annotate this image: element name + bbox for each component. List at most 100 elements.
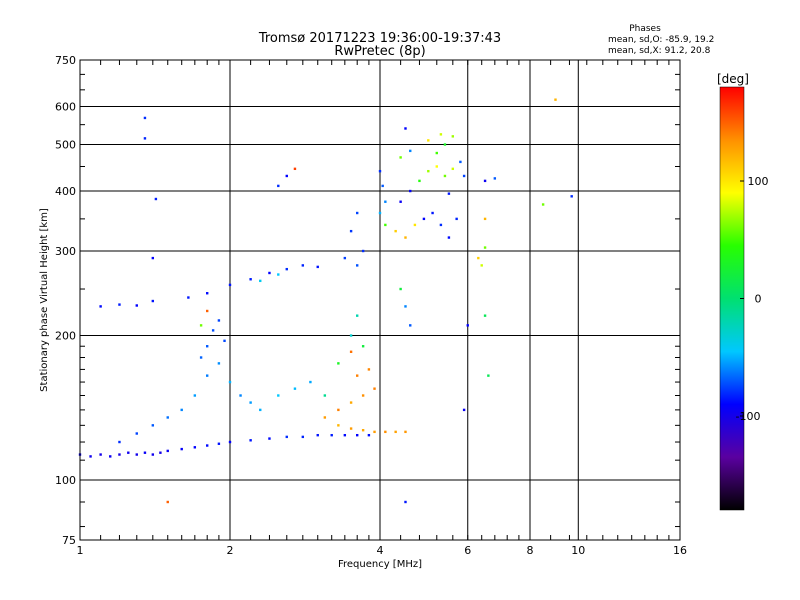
scatter-point	[223, 339, 226, 343]
scatter-point	[394, 229, 397, 233]
scatter-point	[480, 264, 483, 267]
scatter-point	[404, 500, 407, 504]
scatter-point	[409, 324, 412, 327]
plot-frame	[79, 59, 681, 541]
scatter-point	[355, 433, 359, 437]
scatter-point	[343, 256, 347, 260]
scatter-point	[349, 350, 353, 353]
scatter-point	[166, 416, 169, 419]
scatter-point	[323, 394, 327, 397]
x-tick-label: 6	[464, 544, 471, 557]
scatter-point	[228, 380, 232, 384]
scatter-point	[343, 433, 347, 437]
scatter-point	[435, 151, 438, 155]
scatter-point	[239, 394, 242, 397]
colorbar-ticks: 100 0 -100	[736, 175, 769, 423]
scatter-point	[355, 314, 359, 317]
scatter-point	[487, 374, 490, 377]
scatter-point	[404, 305, 407, 308]
colorbar-label: [deg]	[717, 72, 749, 86]
scatter-point	[249, 401, 252, 404]
scatter-point	[373, 430, 376, 434]
y-tick-label: 750	[55, 54, 76, 67]
scatter-point	[349, 401, 353, 404]
scatter-point	[384, 430, 387, 434]
x-tick-label: 16	[673, 544, 687, 557]
scatter-point	[459, 160, 462, 164]
scatter-point	[337, 408, 340, 412]
scatter-point	[570, 195, 573, 198]
scatter-point	[285, 435, 288, 439]
scatter-point	[439, 223, 443, 227]
scatter-point	[268, 271, 271, 275]
scatter-point	[205, 444, 209, 447]
scatter-point	[143, 137, 147, 140]
y-tick-label: 100	[55, 474, 76, 487]
y-tick-labels: 75 100 200 300 400 500 600 750	[55, 54, 76, 547]
scatter-point	[99, 453, 102, 456]
scatter-point	[422, 217, 426, 221]
scatter-point	[483, 179, 487, 183]
y-tick-label: 75	[62, 534, 76, 547]
stats-line-o: mean, sd,O: -85.9, 19.2	[608, 35, 714, 45]
scatter-point	[418, 179, 421, 183]
scatter-point	[447, 236, 451, 239]
colorbar-tick-label: 100	[748, 175, 769, 188]
scatter-point	[451, 135, 455, 138]
colorbar-tick-label: -100	[736, 410, 761, 423]
scatter-point	[361, 394, 365, 397]
scatter-point	[431, 211, 434, 215]
scatter-point	[399, 200, 402, 203]
scatter-point	[337, 362, 340, 365]
scatter-point	[301, 435, 305, 439]
axis-ticks	[80, 60, 680, 540]
grid-lines	[80, 60, 680, 540]
scatter-point	[316, 433, 319, 437]
scatter-point	[99, 305, 102, 308]
scatter-point	[349, 229, 353, 233]
scatter-point	[268, 437, 271, 440]
x-axis-label: Frequency [MHz]	[338, 559, 422, 570]
scatter-point	[404, 236, 407, 239]
scatter-point	[399, 287, 402, 291]
x-tick-label: 2	[227, 544, 234, 557]
scatter-point	[277, 394, 280, 397]
scatter-point	[109, 455, 112, 458]
scatter-point	[143, 451, 147, 454]
scatter-point	[367, 433, 371, 437]
scatter-point	[483, 314, 487, 317]
scatter-point	[118, 440, 121, 444]
scatter-point	[493, 177, 497, 180]
scatter-point	[443, 174, 447, 178]
scatter-point	[118, 303, 121, 306]
scatter-point	[455, 217, 458, 221]
scatter-point	[355, 374, 359, 377]
scatter-point	[277, 273, 280, 276]
scatter-point	[439, 133, 443, 136]
scatter-point	[205, 374, 209, 377]
scatter-point	[323, 416, 327, 419]
x-tick-label: 4	[377, 544, 384, 557]
scatter-point	[427, 139, 430, 142]
scatter-point	[211, 329, 215, 332]
scatter-point	[135, 453, 138, 456]
y-tick-label: 500	[55, 139, 76, 152]
scatter-point	[143, 116, 147, 120]
scatter-point	[378, 169, 382, 173]
scatter-point	[127, 451, 130, 454]
scatter-point	[355, 264, 359, 267]
scatter-point	[462, 408, 466, 412]
scatter-point	[249, 278, 252, 281]
scatter-point	[259, 279, 262, 283]
scatter-point	[205, 309, 209, 313]
scatter-point	[451, 167, 455, 171]
scatter-point	[409, 189, 412, 193]
scatter-point	[483, 217, 487, 221]
y-axis-label: Stationary phase Virtual Height [km]	[39, 208, 50, 392]
y-tick-label: 300	[55, 245, 76, 258]
scatter-point	[285, 267, 288, 271]
y-tick-label: 400	[55, 185, 76, 198]
scatter-point	[367, 368, 371, 371]
scatter-point	[447, 192, 451, 195]
